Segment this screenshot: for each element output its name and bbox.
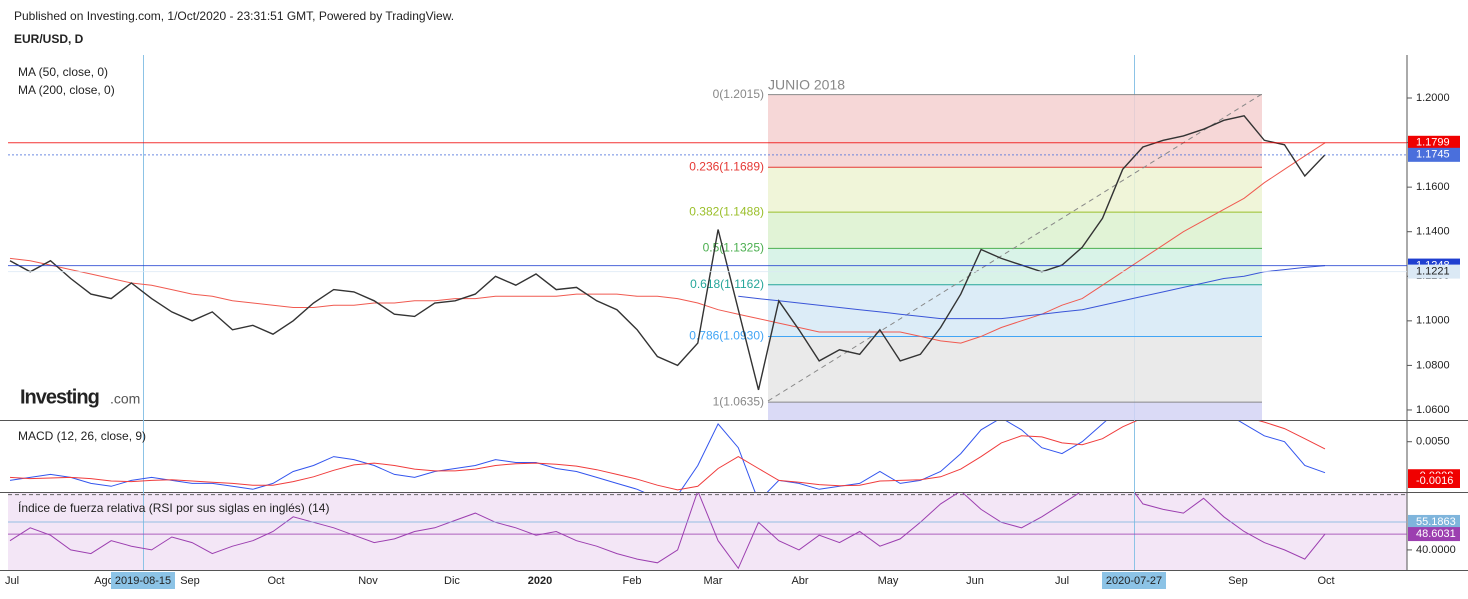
fib-label: 0.236(1.1689) (689, 159, 764, 173)
logo-suffix: .com (110, 391, 140, 407)
y-tick-label: 1.1000 (1416, 315, 1450, 327)
price-label-box (1408, 264, 1460, 279)
x-tick-label: Ago (94, 575, 114, 587)
x-tick-label: Sep (1228, 575, 1248, 587)
x-tick-label: Jul (1055, 575, 1069, 587)
fib-label: 0.5(1.1325) (703, 241, 764, 255)
price-label-box (1408, 135, 1460, 150)
fib-trend (767, 93, 1263, 402)
crosshair-label-box (1102, 572, 1166, 589)
x-tick-label: Feb (623, 575, 642, 587)
fib-band (768, 336, 1262, 403)
x-tick-label: 2020 (528, 575, 552, 587)
fib-band (768, 402, 1262, 420)
crosshair-label-box (111, 572, 175, 589)
legend-ma50: MA (50, close, 0) (18, 65, 108, 79)
line (9, 421, 1326, 492)
rsi-title: Índice de fuerza relativa (RSI por sus s… (18, 500, 329, 515)
logo: Investing (20, 386, 99, 408)
x-tick-label: Mar (704, 575, 723, 587)
y-tick-label: 40.0000 (1416, 544, 1456, 556)
x-tick-label: Sep (180, 575, 200, 587)
x-tick-label: Jun (966, 575, 984, 587)
note: JUNIO 2018 (768, 77, 845, 93)
y-tick-label: 1.0800 (1416, 359, 1450, 371)
price-label-box (1408, 147, 1460, 162)
crosshair-label: 2020-07-27 (1106, 575, 1162, 587)
line (9, 142, 1326, 344)
price-label-box (1408, 473, 1460, 488)
symbol: EUR/USD, D (14, 32, 84, 46)
price-label: 55.1863 (1416, 516, 1456, 528)
macd-title: MACD (12, 26, close, 9) (18, 429, 146, 443)
fib-band (768, 94, 1262, 168)
fib-band (768, 248, 1262, 285)
x-tick-label: Dic (444, 575, 460, 587)
fib-band (768, 212, 1262, 249)
fib-label: 1(1.0635) (713, 394, 764, 408)
price-label: 1.1745 (1416, 149, 1450, 161)
x-tick-label: Abr (791, 575, 808, 587)
line (738, 265, 1326, 320)
rsi-background (8, 493, 1407, 570)
legend-ma200: MA (200, close, 0) (18, 83, 115, 97)
published: Published on Investing.com, 1/Oct/2020 -… (14, 9, 454, 23)
fib-band (768, 167, 1262, 213)
price-label-box (1408, 514, 1460, 529)
y-tick-label: 1.1400 (1416, 226, 1450, 238)
y-tick-label: 1.2000 (1416, 92, 1450, 104)
price-label: 48.6031 (1416, 528, 1456, 540)
fib-label: 0.618(1.1162) (690, 277, 764, 291)
fib-label: 0(1.2015) (713, 87, 764, 101)
y-tick-label: 1.1600 (1416, 181, 1450, 193)
line (9, 115, 1326, 391)
price-label: -0.0016 (1416, 475, 1453, 487)
price-label-box (1408, 527, 1460, 542)
line (9, 421, 1326, 491)
x-tick-label: Oct (1317, 575, 1334, 587)
x-tick-label: May (878, 575, 899, 587)
y-tick-label: 1.0600 (1416, 404, 1450, 416)
price-label: 1.1221 (1416, 265, 1450, 277)
x-tick-label: Oct (267, 575, 284, 587)
fibonacci (768, 94, 1262, 420)
x-tick-label: Nov (358, 575, 378, 587)
axes: 1.06001.08001.10001.12001.14001.16001.18… (5, 92, 1460, 589)
fib-label: 0.382(1.1488) (689, 204, 764, 218)
price-label: 1.1799 (1416, 137, 1450, 149)
line (9, 493, 1326, 570)
crosshair-label: 2019-08-15 (115, 575, 171, 587)
fib-band (768, 284, 1262, 337)
x-tick-label: Jul (5, 575, 19, 587)
y-tick-label: 0.0050 (1416, 436, 1450, 448)
